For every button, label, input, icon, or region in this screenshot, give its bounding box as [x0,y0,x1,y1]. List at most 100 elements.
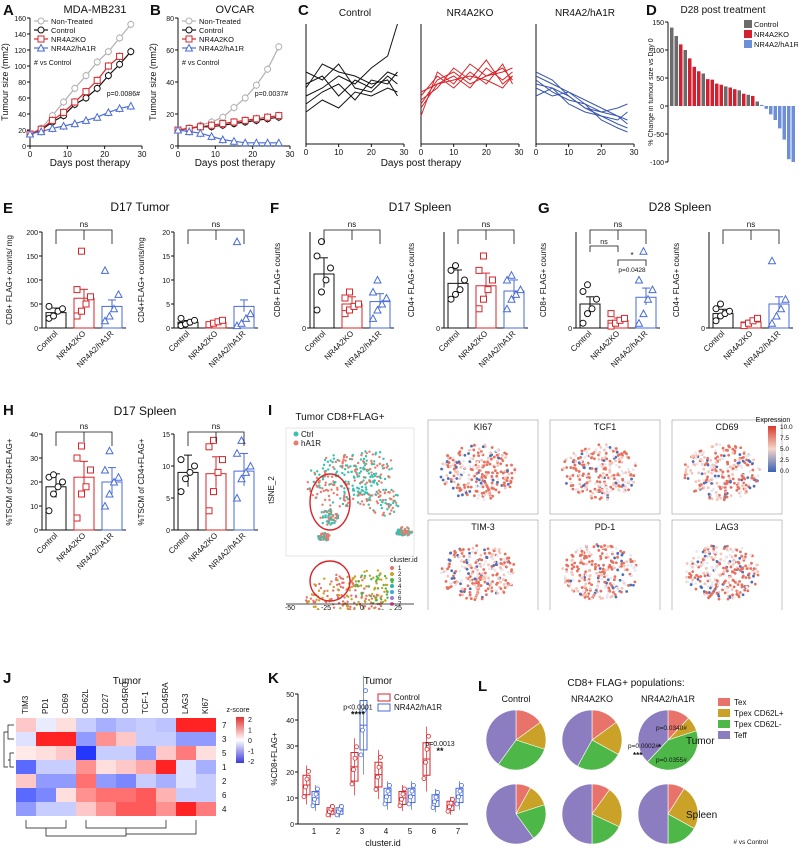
marker-point [476,497,480,500]
marker-point [748,453,752,457]
highlight-ellipse [309,473,351,531]
box-point [385,788,391,794]
box-point [352,755,358,761]
marker-point [612,477,616,481]
marker-point [758,468,762,471]
data-point [230,118,238,126]
marker-point [447,558,451,562]
marker-point [749,567,753,570]
heatmap-cell [156,732,176,746]
marker-point [476,568,479,572]
data-point [207,131,216,140]
data-point [241,467,251,476]
y-tick-label: 100 [652,48,664,55]
marker-point [699,585,703,589]
waterfall-bar [742,93,746,106]
y-tick-label: 20 [166,112,174,119]
marker-point [737,478,741,481]
marker-point [578,573,582,577]
marker-point [461,548,465,551]
legend-label: Control [394,693,420,702]
marker-point [509,582,513,586]
tsne-point [367,498,370,502]
sig-stars: * [658,743,662,752]
legend-marker [37,17,45,25]
tsne-point [397,505,400,508]
marker-point [595,480,599,483]
cluster-point [335,576,338,580]
cluster-point [323,590,326,593]
data-point [60,98,68,106]
tsne-point [382,463,385,467]
marker-point [724,555,728,559]
marker-point [732,596,736,600]
marker-point [736,583,740,586]
marker-point [722,559,726,562]
marker-point [607,586,611,590]
marker-point [479,481,483,485]
data-point [100,465,110,474]
p-value: p=0.0037# [255,91,288,98]
data-point [87,466,94,474]
tsne-point [394,493,398,497]
marker-point [695,573,698,577]
marker-point [736,567,740,571]
marker-point [722,454,726,458]
tsne-point [317,535,320,538]
cluster-point [362,605,365,608]
marker-point [715,591,719,595]
x-tick-label: 30 [515,148,524,157]
marker-point [471,465,475,469]
marker-point [497,549,501,553]
marker-point [481,485,485,489]
marker-point [440,467,443,471]
tsne-point [356,494,359,497]
y-tick-label: 20 [18,128,26,135]
marker-point [738,580,741,583]
heatmap-cell [116,746,136,760]
sig-label: ns [212,422,220,431]
y-tick-label: 20 [30,480,38,487]
panel-l-pies: CD8+ FLAG+ populations:Control NR4A2KO NR4… [485,678,784,846]
mouse-trajectory [420,75,513,93]
data-point [205,507,213,515]
marker-point [697,555,701,559]
marker-point [439,475,443,479]
heatmap-cell [156,760,176,774]
marker-point [596,544,600,548]
marker-point [708,573,712,576]
tsne-point [325,520,329,523]
data-point [173,125,183,134]
legend-label: Teff [734,731,748,740]
cluster-point [331,603,335,606]
marker-point [689,583,693,586]
marker-point [687,575,691,579]
marker-point [449,585,453,588]
marker-point [496,464,500,467]
marker-point [576,589,580,593]
marker-point [463,467,467,470]
marker-point [744,491,748,495]
tsne-point [345,496,348,499]
marker-point [585,454,589,458]
panel-label-c: C [298,2,309,19]
expression-tick: 7.5 [780,435,789,442]
box-point [315,786,320,792]
marker-point [620,586,624,590]
marker-point [753,582,757,586]
marker-point [570,553,574,557]
marker-point [603,491,606,495]
marker-point [598,567,602,570]
legend-label: NR4A2/hA1R [199,44,245,53]
tsne-point [356,461,360,465]
marker-point [719,552,723,556]
marker-point [477,465,481,468]
marker-point [728,596,732,599]
cluster-point [375,578,379,581]
heatmap-col-label: KI67 [201,697,210,714]
marker-point [622,564,626,568]
tsne-point [343,492,346,495]
tsne-point [375,500,379,503]
marker-point [478,485,482,489]
box-point [432,799,437,805]
